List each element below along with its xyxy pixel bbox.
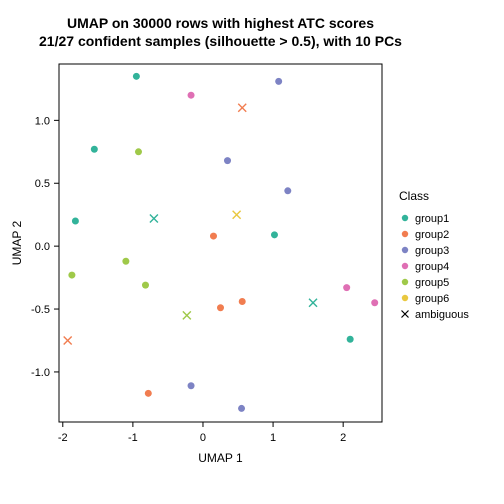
legend-label: group4 (415, 261, 449, 273)
point-group3 (238, 405, 245, 412)
point-group3 (284, 187, 291, 194)
point-group3 (224, 157, 231, 164)
legend-swatch (402, 279, 408, 285)
umap-scatter-chart: -2 -1 0 1 2 -1.0 -0.5 0.0 0.5 1.0 UMAP 1 UMAP 2 UMAP… (0, 0, 504, 504)
point-group3 (188, 382, 195, 389)
legend-swatch (402, 215, 408, 221)
x-tick-label: -2 (58, 432, 68, 444)
x-tick-label: 0 (200, 432, 206, 444)
legend-swatch (402, 247, 408, 253)
y-tick-label: -0.5 (31, 304, 50, 316)
y-axis-label: UMAP 2 (10, 220, 24, 265)
point-group2 (239, 298, 246, 305)
point-group4 (371, 299, 378, 306)
legend-label: group6 (415, 293, 449, 305)
point-group5 (68, 272, 75, 279)
point-group1 (133, 73, 140, 80)
point-group1 (347, 336, 354, 343)
y-tick-label: 0.5 (35, 178, 50, 190)
point-group3 (275, 78, 282, 85)
legend-swatch (402, 231, 408, 237)
point-group2 (217, 304, 224, 311)
chart-title-line1: UMAP on 30000 rows with highest ATC scor… (67, 15, 374, 31)
point-group1 (91, 146, 98, 153)
point-group1 (72, 217, 79, 224)
point-group1 (271, 231, 278, 238)
y-tick-label: 1.0 (35, 115, 50, 127)
legend-swatch (402, 263, 408, 269)
point-group4 (343, 284, 350, 291)
legend-label: group1 (415, 213, 449, 225)
legend-label: group5 (415, 277, 449, 289)
point-group2 (210, 233, 217, 240)
point-group4 (188, 92, 195, 99)
legend-label: ambiguous (415, 309, 469, 321)
point-group5 (122, 258, 129, 265)
point-group5 (135, 148, 142, 155)
point-group5 (142, 282, 149, 289)
x-tick-label: -1 (128, 432, 138, 444)
x-tick-label: 1 (270, 432, 276, 444)
point-group2 (145, 390, 152, 397)
chart-title-line2: 21/27 confident samples (silhouette > 0.… (39, 33, 402, 49)
x-tick-label: 2 (340, 432, 346, 444)
legend-label: group2 (415, 229, 449, 241)
y-tick-label: -1.0 (31, 367, 50, 379)
legend-swatch (402, 295, 408, 301)
legend-label: group3 (415, 245, 449, 257)
x-axis-label: UMAP 1 (198, 451, 243, 465)
legend-title: Class (399, 189, 429, 203)
y-tick-label: 0.0 (35, 241, 50, 253)
